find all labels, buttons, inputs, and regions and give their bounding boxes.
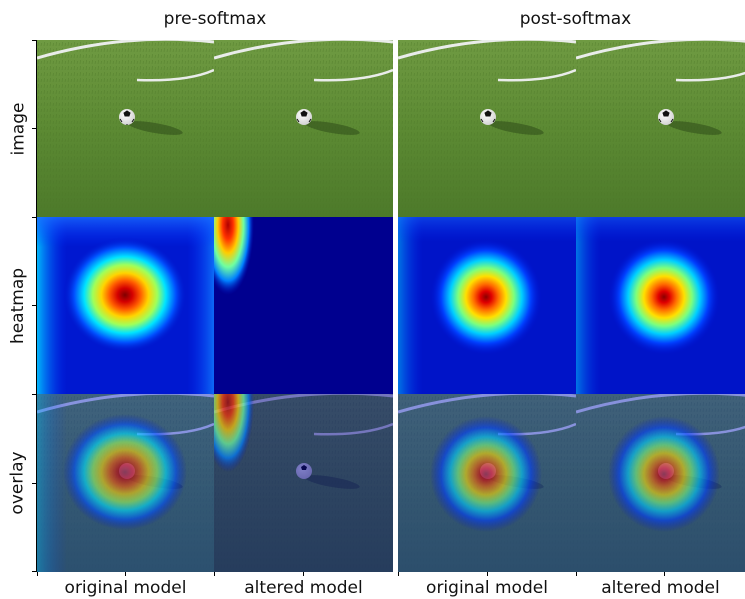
- left-axis-line: [36, 40, 37, 572]
- row-label-heatmap: heatmap: [0, 217, 36, 394]
- image-panel-pre-altered: [214, 40, 393, 217]
- x-tick: [37, 572, 38, 576]
- overlay-panel-post-altered: [576, 394, 745, 572]
- x-tick: [303, 572, 304, 576]
- y-tick: [32, 571, 36, 572]
- image-panel-pre-original: [37, 40, 214, 217]
- column-label-post-altered: altered model: [601, 578, 720, 598]
- heatmap-panel-pre-altered: [214, 217, 393, 394]
- y-tick: [32, 394, 36, 395]
- group-title-post-softmax: post-softmax: [519, 9, 632, 29]
- column-label-pre-original: original model: [64, 578, 187, 598]
- column-label-post-original: original model: [426, 578, 548, 598]
- row-label-overlay: overlay: [0, 394, 36, 572]
- image-panel-post-altered: [576, 40, 745, 217]
- overlay-panel-pre-original: [37, 394, 214, 572]
- row-label-image: image: [0, 40, 36, 217]
- x-tick: [214, 572, 215, 576]
- group-separator: [393, 40, 398, 572]
- overlay-panel-pre-altered: [214, 394, 393, 572]
- x-tick: [576, 572, 577, 576]
- y-tick: [32, 483, 36, 484]
- x-tick: [125, 572, 126, 576]
- image-panel-post-original: [398, 40, 576, 217]
- y-tick: [32, 40, 36, 41]
- heatmap-panel-pre-original: [37, 217, 214, 394]
- y-tick: [32, 128, 36, 129]
- heatmap-panel-post-original: [398, 217, 576, 394]
- x-tick: [664, 572, 665, 576]
- x-tick: [398, 572, 399, 576]
- y-tick: [32, 217, 36, 218]
- row-label-heatmap-text: heatmap: [8, 267, 28, 344]
- row-label-overlay-text: overlay: [8, 451, 28, 515]
- soccer-ball-icon: [658, 109, 674, 125]
- soccer-ball-icon: [119, 109, 135, 125]
- soccer-ball-icon: [296, 109, 312, 125]
- soccer-ball-icon: [480, 109, 496, 125]
- x-tick: [487, 572, 488, 576]
- row-label-image-text: image: [8, 102, 29, 155]
- group-title-pre-softmax: pre-softmax: [163, 9, 267, 29]
- overlay-panel-post-original: [398, 394, 576, 572]
- y-tick: [32, 305, 36, 306]
- column-label-pre-altered: altered model: [244, 578, 363, 598]
- heatmap-panel-post-altered: [576, 217, 745, 394]
